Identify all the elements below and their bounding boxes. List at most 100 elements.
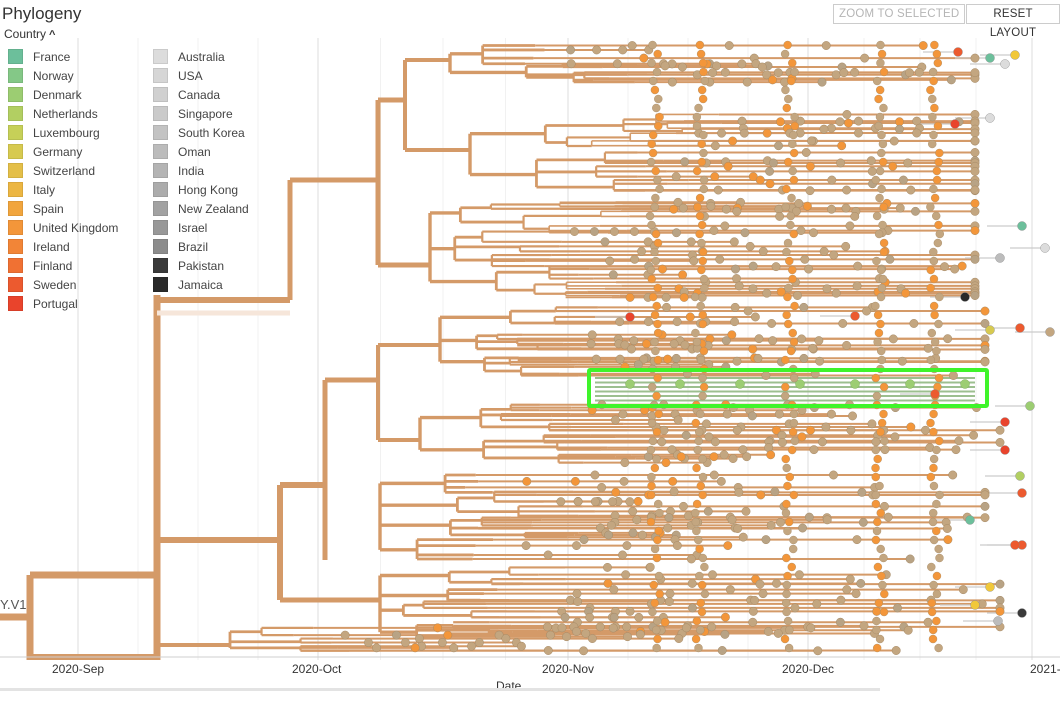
tip <box>814 336 824 346</box>
tip <box>781 508 791 518</box>
panel-title: Phylogeny <box>2 4 82 23</box>
legend-item[interactable]: Canada <box>153 85 249 104</box>
tip <box>674 634 684 644</box>
tip <box>762 128 772 138</box>
tip <box>566 45 576 55</box>
legend-item[interactable]: Denmark <box>8 85 118 104</box>
tip <box>620 458 630 468</box>
tip <box>565 595 575 605</box>
reset-layout-button[interactable]: RESET LAYOUT <box>966 4 1060 39</box>
legend-item[interactable]: Sweden <box>8 275 118 294</box>
legend-item[interactable]: France <box>8 47 118 66</box>
legend-item[interactable]: United Kingdom <box>8 218 118 237</box>
legend-item[interactable]: Spain <box>8 199 118 218</box>
tip <box>933 121 943 131</box>
tip <box>836 158 846 168</box>
tip <box>748 284 758 294</box>
tip <box>474 638 484 647</box>
tip <box>672 317 682 327</box>
tip <box>970 206 980 216</box>
tip <box>782 103 791 113</box>
legend-item[interactable]: Jamaica <box>153 275 249 294</box>
legend-item[interactable]: Luxembourg <box>8 123 118 142</box>
legend-item[interactable]: Switzerland <box>8 161 118 180</box>
legend-item[interactable]: South Korea <box>153 123 249 142</box>
tip <box>877 418 887 428</box>
legend-label: Spain <box>33 201 64 216</box>
tip <box>876 544 885 554</box>
legend-toggle[interactable]: Country ^ <box>4 27 55 41</box>
tip <box>433 623 443 633</box>
legend-item[interactable]: Singapore <box>153 104 249 123</box>
tip <box>698 319 708 329</box>
legend-item[interactable]: Finland <box>8 256 118 275</box>
tip <box>932 49 942 59</box>
legend-item[interactable]: USA <box>153 66 249 85</box>
legend-item[interactable]: Italy <box>8 180 118 199</box>
tip <box>557 623 567 633</box>
legend-item[interactable]: Netherlands <box>8 104 118 123</box>
tip <box>778 437 787 447</box>
tip <box>648 607 657 617</box>
legend-item[interactable]: Australia <box>153 47 249 66</box>
tip <box>871 535 881 545</box>
horizontal-scrollbar[interactable] <box>0 688 880 691</box>
legend-item[interactable]: Hong Kong <box>153 180 249 199</box>
legend-item[interactable]: Ireland <box>8 237 118 256</box>
tip <box>805 161 815 171</box>
tip <box>650 202 659 212</box>
tip <box>871 445 880 455</box>
tip <box>618 45 628 55</box>
tip <box>653 634 662 644</box>
tip <box>766 450 776 460</box>
tip <box>782 184 791 194</box>
tip <box>654 409 663 419</box>
tip <box>750 312 760 322</box>
tip <box>781 355 790 365</box>
tip <box>625 606 635 616</box>
tip <box>926 418 935 428</box>
tip <box>754 334 764 344</box>
tip <box>780 49 790 59</box>
zoom-to-selected-button[interactable]: ZOOM TO SELECTED <box>833 4 966 24</box>
tip <box>929 580 938 590</box>
tip <box>635 629 645 639</box>
tip <box>688 603 697 613</box>
legend-item[interactable]: Norway <box>8 66 118 85</box>
tip <box>653 616 662 626</box>
tip <box>880 436 889 446</box>
legend-item[interactable]: Portugal <box>8 294 118 313</box>
tip <box>765 179 775 189</box>
selection-box[interactable] <box>587 368 989 408</box>
tip <box>646 562 655 572</box>
tip <box>695 193 705 203</box>
legend-item[interactable]: Oman <box>153 142 249 161</box>
tip <box>853 261 863 271</box>
legend-item[interactable]: India <box>153 161 249 180</box>
tip <box>590 497 600 507</box>
tip <box>649 292 658 302</box>
tip <box>663 354 673 364</box>
legend-right-column: Australia USA Canada Singapore South Korea Om… <box>153 47 249 294</box>
tip <box>762 288 772 298</box>
tip <box>950 264 960 274</box>
legend-item[interactable]: Pakistan <box>153 256 249 275</box>
legend-item[interactable]: Israel <box>153 218 249 237</box>
tip <box>859 621 869 631</box>
axis-tick-label: 2020-Dec <box>782 662 835 676</box>
tip <box>689 256 699 266</box>
tip <box>609 585 619 595</box>
tip <box>852 535 862 545</box>
tip <box>787 445 797 455</box>
tip <box>653 49 662 59</box>
legend-item[interactable]: New Zealand <box>153 199 249 218</box>
tip <box>620 340 630 350</box>
legend-item[interactable]: Brazil <box>153 237 249 256</box>
tip <box>609 227 619 236</box>
legend-label: Sweden <box>33 277 77 292</box>
tip <box>960 292 970 302</box>
tip <box>783 40 792 50</box>
tip <box>918 41 928 50</box>
selected-tip <box>960 379 970 389</box>
legend-item[interactable]: Germany <box>8 142 118 161</box>
